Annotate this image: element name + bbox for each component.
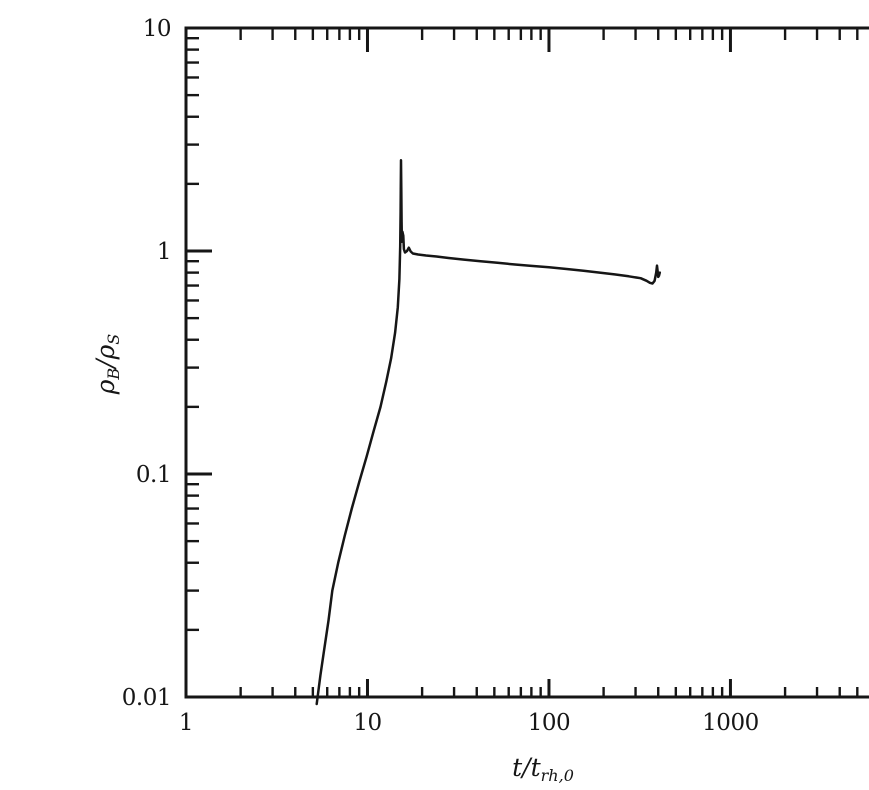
y-tick-label-0.1: 0.1 — [136, 462, 171, 488]
density-ratio-curve — [315, 159, 662, 706]
axis-ticks — [184, 26, 859, 699]
y-tick-label-0.01: 0.01 — [122, 685, 171, 711]
data-series — [315, 159, 662, 706]
x-tick-label-1: 1 — [179, 710, 193, 736]
y-tick-label-10: 10 — [143, 16, 171, 42]
axes — [184, 26, 869, 699]
y-tick-label-1: 1 — [157, 239, 171, 265]
x-tick-label-10: 10 — [353, 710, 381, 736]
y-axis-title: ρB/ρS — [91, 334, 123, 396]
tick-labels: 1 10 100 1000 0.01 0.1 1 10 — [122, 16, 759, 736]
x-tick-label-100: 100 — [528, 710, 570, 736]
x-tick-label-1000: 1000 — [702, 710, 759, 736]
x-axis-title: t/trh,0 — [512, 753, 574, 785]
